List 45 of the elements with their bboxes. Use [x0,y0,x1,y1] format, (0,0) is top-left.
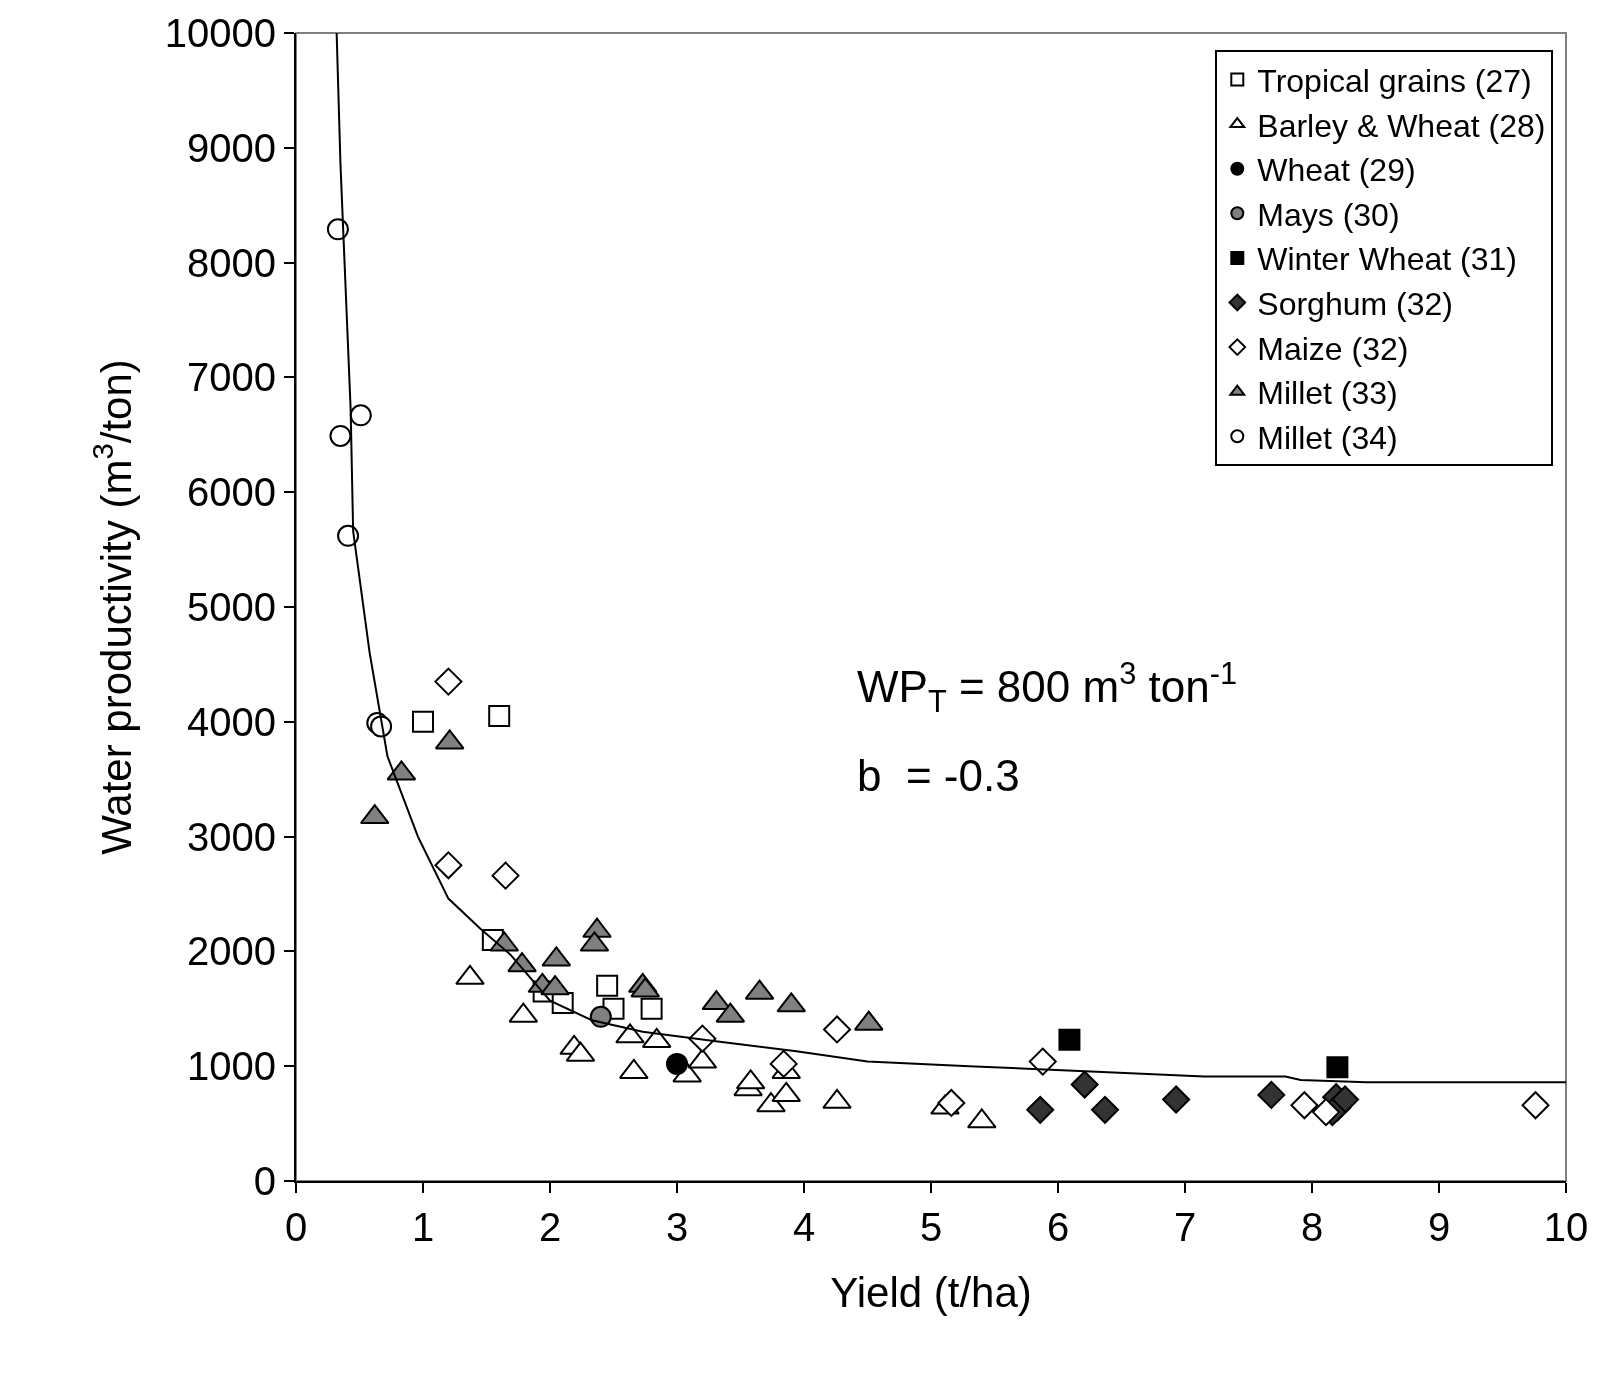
x-tick-label: 6 [1046,1205,1070,1249]
y-tick-label: 1000 [187,1044,276,1089]
annotation: WP$_{T}$ = 800 m$^{3}$ ton$^{-1}$ [857,656,1238,719]
point [337,524,360,547]
x-tick-label: 5 [919,1205,943,1249]
legend-label: Barley & Wheat (28) [1257,107,1546,144]
legend-label: Millet (34) [1257,419,1398,456]
point [488,705,511,728]
legend-label: Winter Wheat (31) [1257,241,1517,278]
point [540,975,570,996]
legend-label: Tropical grains (27) [1257,63,1532,99]
point [455,964,485,985]
annotation: b = -0.3 [857,751,1020,800]
x-tick-label: 8 [1300,1205,1324,1249]
x-tick-label: 3 [665,1205,689,1249]
legend-label: Sorghum (32) [1257,286,1453,322]
x-axis-title: Yield (t/ha) [830,1269,1032,1317]
point [756,1092,786,1113]
x-tick-label: 0 [284,1205,308,1249]
legend-label: Maize (32) [1257,330,1409,367]
point [412,710,434,733]
y-tick-label: 5000 [187,585,276,629]
legend-label: Millet (33) [1257,375,1398,412]
x-tick-label: 1 [411,1205,435,1249]
y-tick-label: 8000 [187,240,276,285]
y-tick-label: 6000 [187,470,276,515]
point [822,1088,852,1109]
point [329,424,352,447]
legend-label: Mays (30) [1257,196,1400,233]
y-tick-label: 10000 [164,11,276,55]
y-tick-label: 0 [253,1159,276,1203]
point [349,404,372,427]
x-tick-label: 9 [1427,1205,1451,1249]
point [434,667,463,696]
x-tick-label: 4 [792,1205,816,1249]
y-tick-label: 2000 [187,929,276,974]
y-tick-label: 9000 [187,125,276,170]
y-tick-label: 7000 [187,355,276,400]
x-tick-label: 10 [1543,1205,1589,1249]
y-tick-label: 4000 [187,699,276,744]
legend-label: Wheat (29) [1257,152,1416,189]
y-tick-label: 3000 [187,814,276,859]
x-tick-label: 2 [538,1205,562,1249]
point [615,1023,645,1044]
x-tick-label: 7 [1173,1205,1197,1249]
